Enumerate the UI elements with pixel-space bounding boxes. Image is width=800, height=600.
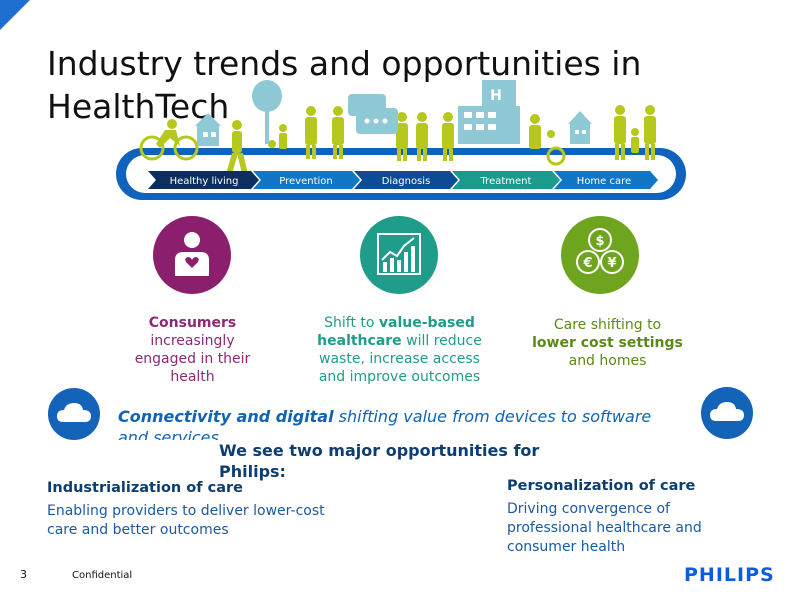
opportunity-industrialization-title: Industrialization of care <box>47 480 243 496</box>
stage-prevention: Prevention <box>279 176 332 187</box>
euro-coin: € <box>582 256 592 271</box>
stage-healthy-living: Healthy living <box>170 176 239 187</box>
corner-decoration <box>0 0 30 30</box>
trend-consumers: Consumers increasingly engaged in their … <box>120 314 265 386</box>
trend-value-highlight: value-based healthcare <box>317 315 475 349</box>
opportunity-personalization-title: Personalization of care <box>507 478 696 494</box>
slide-title: Industry trends and opportunities in Hea… <box>47 44 642 126</box>
page-number: 3 <box>20 568 27 581</box>
connectivity-statement: Connectivity and digital shifting value … <box>118 406 678 440</box>
trend-consumers-text: increasingly engaged in their health <box>134 333 251 385</box>
stage-treatment: Treatment <box>480 176 532 187</box>
philips-logo: PHILIPS <box>684 564 775 586</box>
trend-cost-text: and homes <box>568 353 647 369</box>
cloud-icon <box>48 388 100 440</box>
trend-value-text: will reduce waste, increase access and i… <box>318 333 482 385</box>
opportunity-industrialization-text: Enabling providers to deliver lower-cost… <box>47 503 325 538</box>
trend-cost-pre: Care shifting to <box>553 317 662 333</box>
health-continuum-illustration: H Healthy living Prevention Diagnosis Tr… <box>116 80 686 200</box>
trend-value-based: Shift to value-based healthcare will red… <box>312 314 487 386</box>
connectivity-text: shifting value from devices to software … <box>118 407 652 440</box>
opportunities-title: We see two major opportunities for Phili… <box>219 441 540 481</box>
stage-diagnosis: Diagnosis <box>382 176 431 187</box>
opportunity-personalization-text: Driving convergence of professional heal… <box>507 501 702 555</box>
trend-value-pre: Shift to <box>324 315 379 331</box>
hospital-letter: H <box>490 88 502 104</box>
yen-coin: ¥ <box>607 256 616 271</box>
trend-consumers-highlight: Consumers <box>148 315 237 331</box>
stage-home-care: Home care <box>577 176 631 187</box>
trend-cost-highlight: lower cost settings <box>532 335 683 351</box>
trend-lower-cost: Care shifting to lower cost settings and… <box>530 316 685 370</box>
bar-chart-trend-icon <box>360 216 438 294</box>
cloud-icon <box>701 387 753 439</box>
currency-coins-icon: $ € ¥ <box>561 216 639 294</box>
connectivity-bold: Connectivity and digital <box>118 407 334 426</box>
confidential-label: Confidential <box>72 570 133 581</box>
dollar-coin: $ <box>595 234 604 249</box>
consumer-heart-icon <box>153 216 231 294</box>
